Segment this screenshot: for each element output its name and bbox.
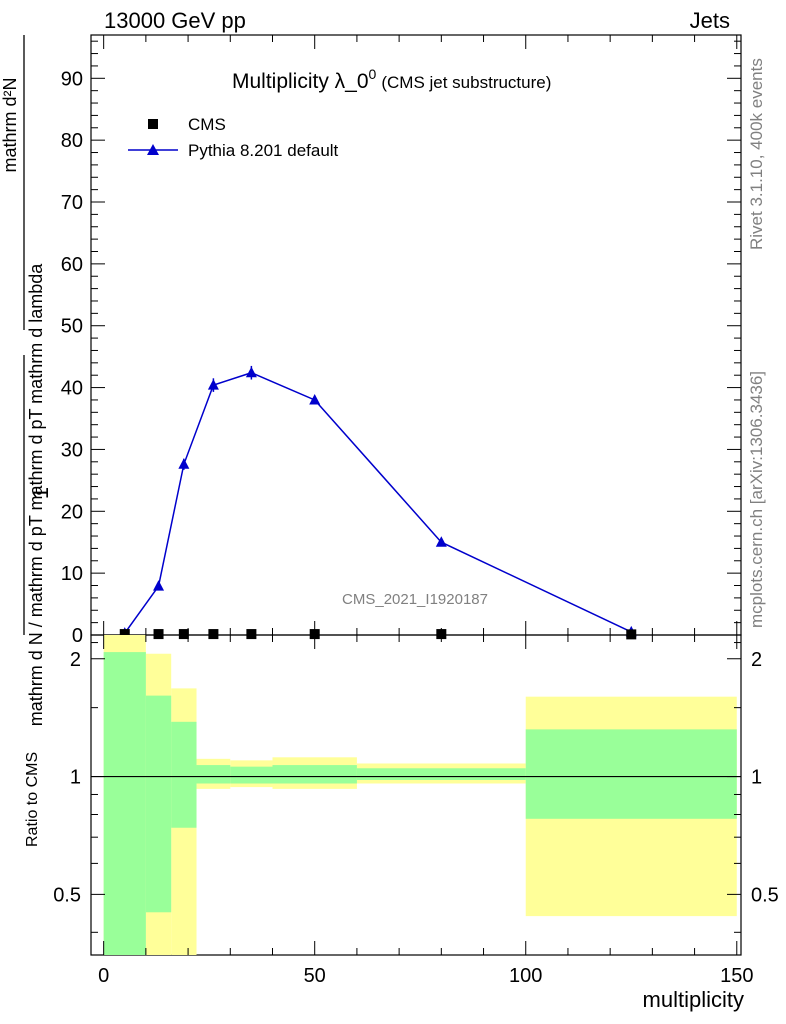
ratio-inner-band — [525, 729, 737, 819]
main-title-subtitle: (CMS jet substructure) — [381, 73, 551, 92]
pythia-line — [124, 371, 632, 634]
mcplots-label: mcplots.cern.ch [arXiv:1306.3436] — [747, 371, 766, 628]
ratio-y-tick-label: 0.5 — [53, 884, 81, 906]
cms-point — [626, 629, 637, 640]
cms-point — [436, 629, 447, 640]
cms-point — [119, 629, 130, 640]
ylabel-one: 1 — [28, 487, 53, 499]
ratio-inner-band — [145, 695, 172, 913]
ratio-y-tick-label: 1 — [70, 767, 81, 789]
ylabel-numerator: mathrm d²N — [0, 77, 20, 172]
header-right: Jets — [690, 8, 730, 33]
ratio-inner-band — [196, 765, 231, 784]
ratio-y-tick-label-right: 1 — [751, 767, 762, 789]
pythia-point — [207, 379, 219, 390]
ratio-plot-layer: 0.5 0.5 1 1 2 2 0 50 100 150 — [53, 635, 779, 987]
ylabel-denominator: mathrm d N / mathrm d pT mathrm d pT mat… — [26, 263, 46, 726]
x-tick-label: 150 — [720, 965, 753, 987]
ratio-y-tick-label-right: 2 — [751, 649, 762, 671]
main-y-tick-label: 70 — [61, 192, 83, 214]
legend-marker-pythia — [147, 144, 159, 155]
main-title-text: Multiplicity λ_0 — [232, 70, 369, 93]
cms-point — [309, 629, 320, 640]
ratio-bands — [103, 635, 737, 955]
main-y-tick-label: 40 — [61, 378, 83, 400]
analysis-label: CMS_2021_I1920187 — [342, 591, 488, 608]
legend: CMS Pythia 8.201 default — [128, 115, 339, 160]
main-y-tick-label: 90 — [61, 68, 83, 90]
main-y-tick-label: 20 — [61, 501, 83, 523]
main-y-tick-label: 30 — [61, 439, 83, 461]
ratio-y-axis-title: Ratio to CMS — [24, 752, 41, 847]
x-tick-label: 100 — [509, 965, 542, 987]
main-y-tick-label: 0 — [72, 625, 83, 647]
main-y-tick-label: 80 — [61, 130, 83, 152]
main-y-tick-label: 50 — [61, 316, 83, 338]
pythia-point — [245, 366, 257, 378]
ratio-inner-band — [230, 766, 273, 784]
ratio-y-tick-label: 2 — [70, 649, 81, 671]
x-tick-label: 0 — [98, 965, 109, 987]
x-axis-title: multiplicity — [643, 987, 744, 1012]
legend-label-pythia: Pythia 8.201 default — [188, 141, 339, 160]
pythia-point — [178, 458, 190, 469]
main-y-tick-label: 60 — [61, 254, 83, 276]
ratio-inner-band — [171, 721, 197, 828]
cms-point — [153, 629, 164, 640]
ratio-y-tick-label-right: 0.5 — [751, 884, 779, 906]
ratio-plot-frame — [90, 634, 742, 956]
ratio-inner-band — [356, 768, 526, 780]
pythia-point — [309, 393, 321, 405]
pythia-point — [153, 580, 165, 591]
legend-label-cms: CMS — [188, 115, 226, 134]
main-y-tick-label: 10 — [61, 563, 83, 585]
legend-marker-cms — [148, 119, 158, 129]
rivet-label: Rivet 3.1.10, 400k events — [747, 58, 766, 250]
main-y-axis-title: 1 mathrm d N / mathrm d pT mathrm d pT m… — [0, 35, 53, 726]
ratio-inner-band — [272, 765, 357, 784]
x-tick-label: 50 — [304, 965, 326, 987]
pythia-point — [435, 536, 447, 547]
main-plot-layer: 0 10 20 30 40 50 60 70 80 90 — [61, 35, 741, 647]
main-title-superscript: 0 — [369, 66, 377, 82]
main-title: Multiplicity λ_00 (CMS jet substructure) — [232, 66, 551, 93]
cms-point — [178, 629, 189, 640]
cms-point — [208, 629, 219, 640]
header-left: 13000 GeV pp — [104, 8, 246, 33]
cms-point — [246, 629, 257, 640]
ratio-inner-band — [103, 652, 146, 955]
